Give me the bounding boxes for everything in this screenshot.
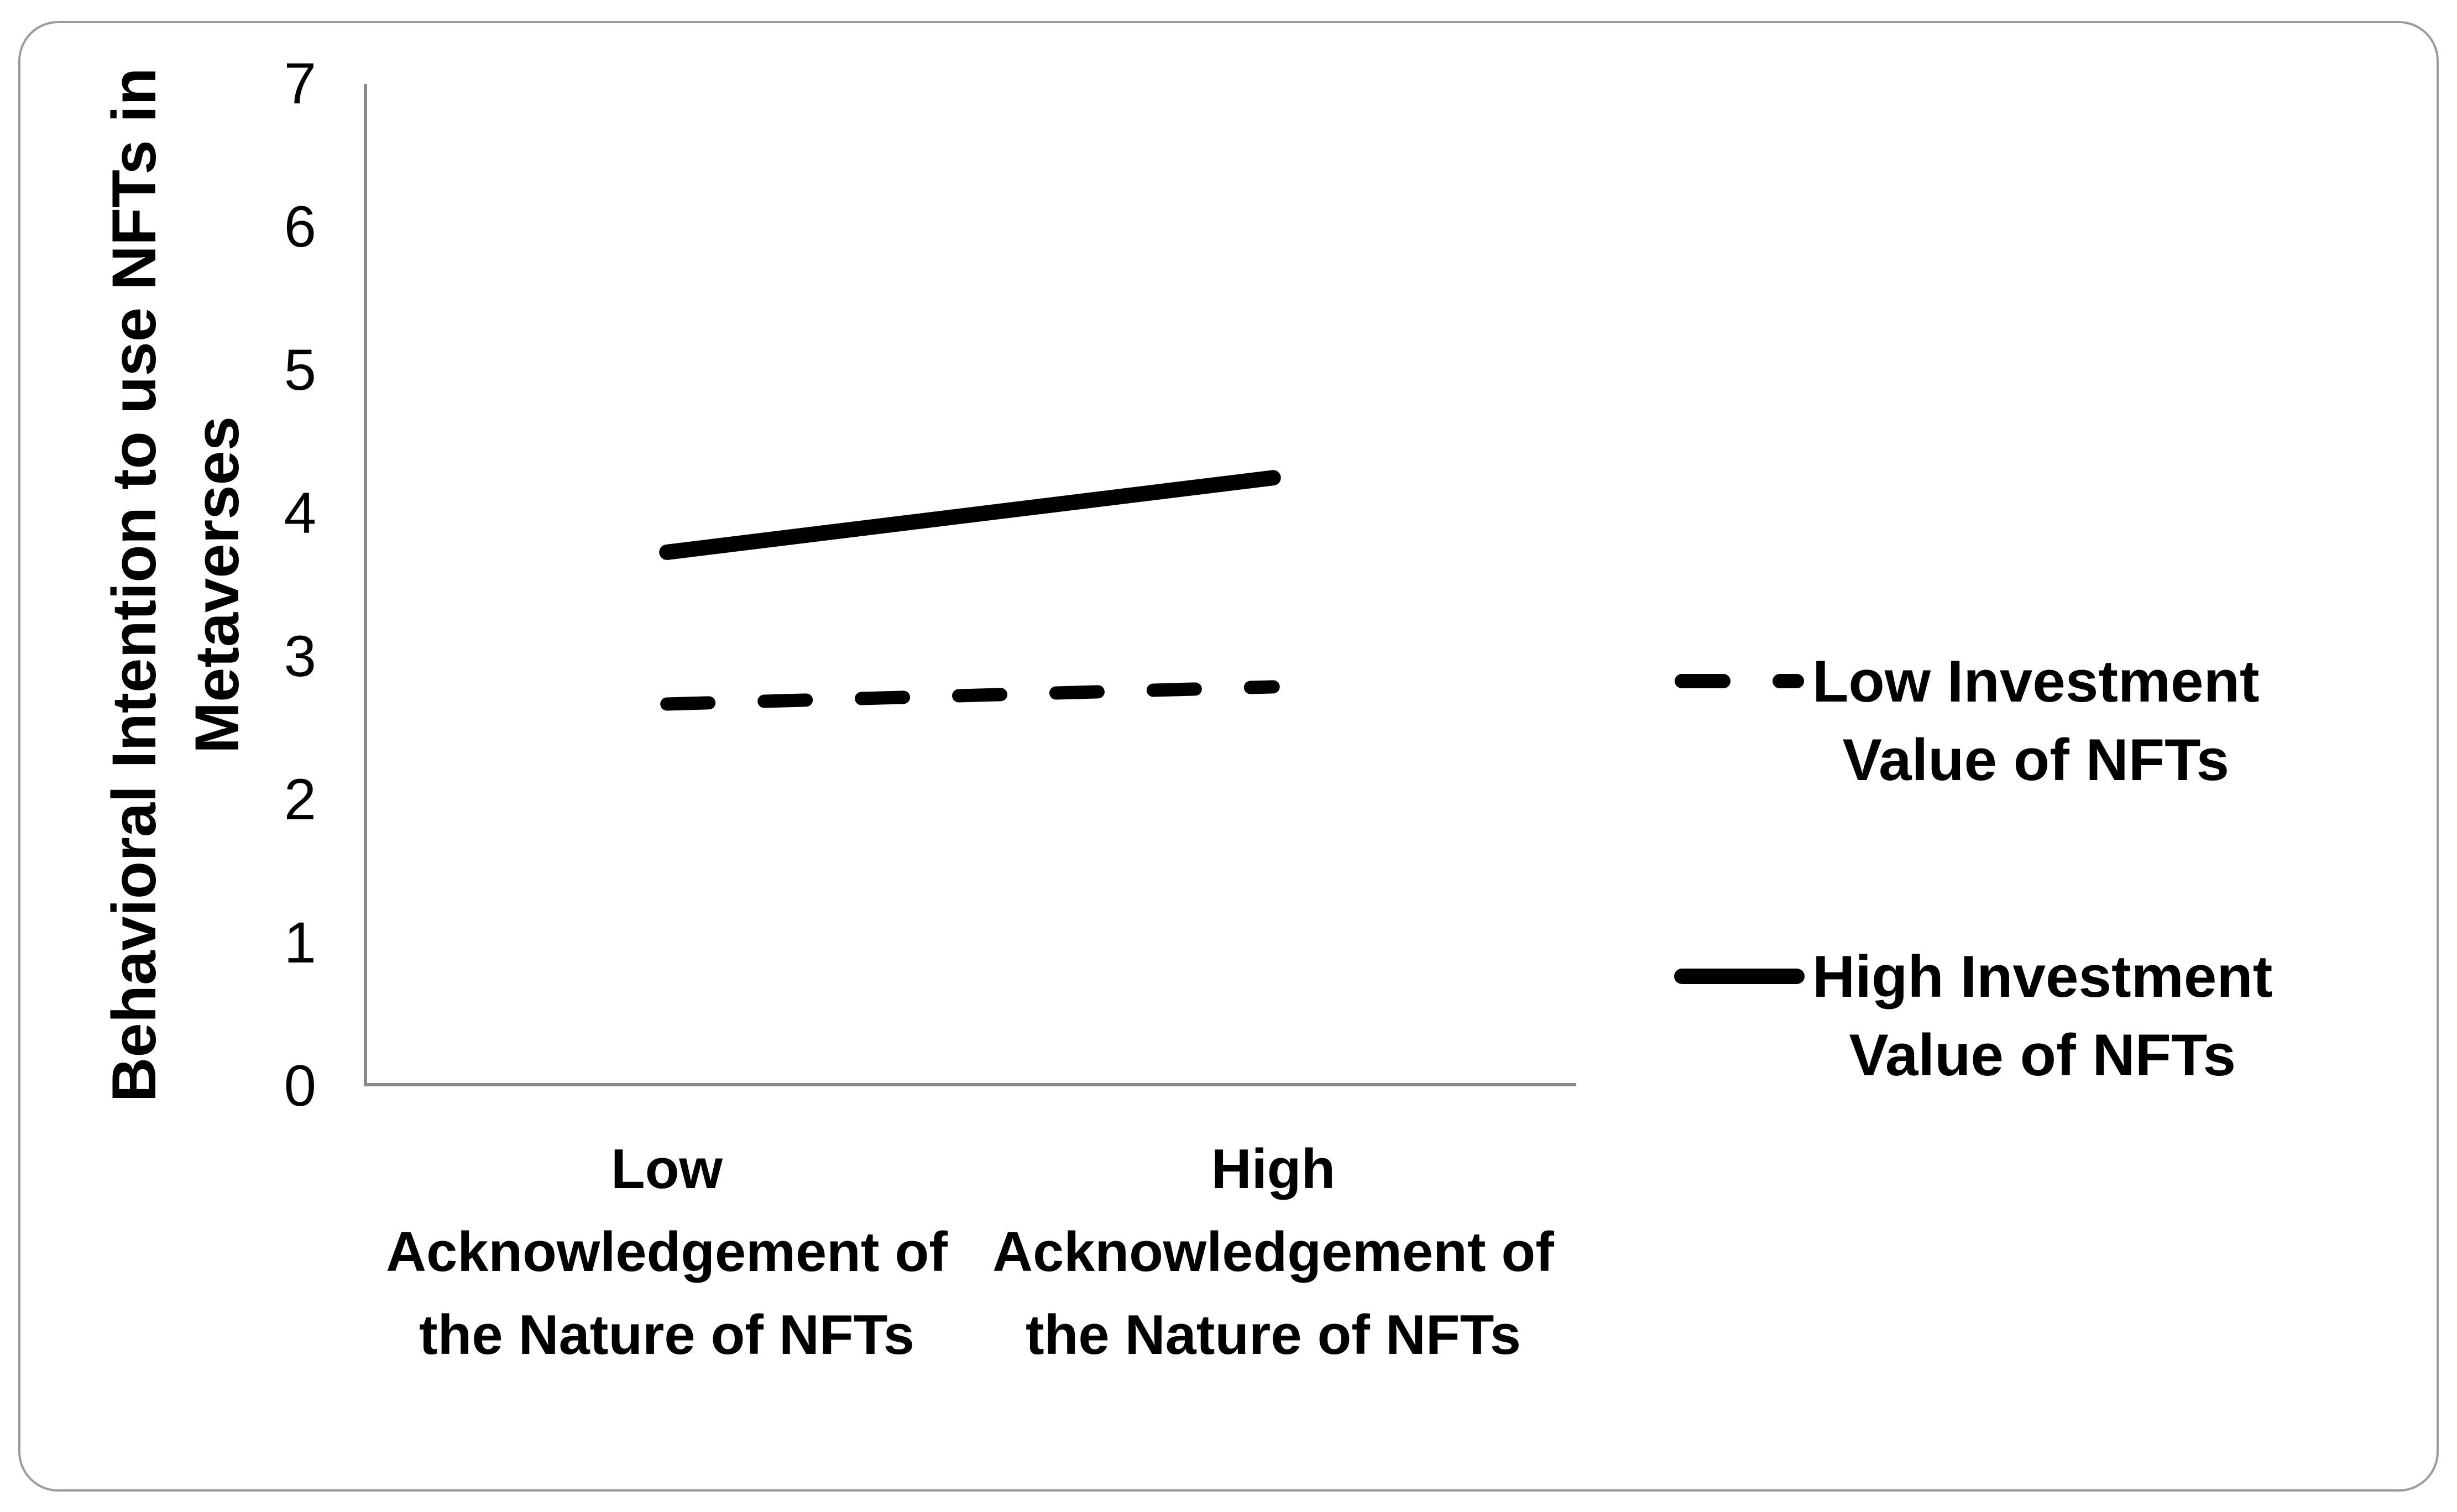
x-category-low-line-1: Low: [611, 1138, 723, 1200]
y-axis-title: Behavioral Intention to use NFTs in Meta…: [93, 0, 259, 1193]
legend-entry-high-investment: High Investment Value of NFTs: [1674, 937, 2272, 1094]
y-tick-label: 6: [284, 195, 316, 259]
legend-label-low-investment: Low Investment Value of NFTs: [1812, 642, 2260, 799]
legend-high-line-1: High Investment: [1812, 943, 2273, 1009]
x-category-label-low: Low Acknowledgement of the Nature of NFT…: [335, 1128, 999, 1377]
y-tick-label: 1: [284, 911, 316, 975]
series-line-high-investment: [659, 470, 1281, 560]
legend-marker-solid-line-icon: [1674, 937, 1805, 1016]
x-category-high-line-2: Acknowledgement of: [992, 1221, 1554, 1283]
y-axis-title-line-1: Behavioral Intention to use NFTs in: [100, 67, 169, 1102]
x-category-high-line-1: High: [1211, 1138, 1336, 1200]
y-tick-label: 7: [284, 51, 316, 116]
x-category-low-line-3: the Nature of NFTs: [419, 1304, 914, 1366]
series-line-low-investment: [660, 680, 1280, 711]
legend-high-line-2: Value of NFTs: [1849, 1022, 2236, 1088]
legend-entry-low-investment: Low Investment Value of NFTs: [1674, 642, 2260, 799]
legend-label-high-investment: High Investment Value of NFTs: [1812, 937, 2272, 1094]
plot-area: [364, 84, 1576, 1086]
x-category-high-line-3: the Nature of NFTs: [1026, 1304, 1521, 1366]
legend-low-line-2: Value of NFTs: [1842, 726, 2230, 793]
x-category-low-line-2: Acknowledgement of: [386, 1221, 948, 1283]
y-tick-label: 4: [284, 481, 316, 546]
y-tick-label: 2: [284, 767, 316, 832]
y-axis-title-line-2: Metaverses: [182, 416, 252, 754]
y-tick-label: 5: [284, 338, 316, 402]
y-tick-label: 0: [284, 1054, 316, 1118]
legend-low-line-1: Low Investment: [1812, 648, 2260, 714]
figure-border: [18, 21, 2439, 1492]
x-category-label-high: High Acknowledgement of the Nature of NF…: [942, 1128, 1605, 1377]
legend-marker-dashed-line-icon: [1674, 642, 1805, 720]
y-tick-label: 3: [284, 624, 316, 689]
